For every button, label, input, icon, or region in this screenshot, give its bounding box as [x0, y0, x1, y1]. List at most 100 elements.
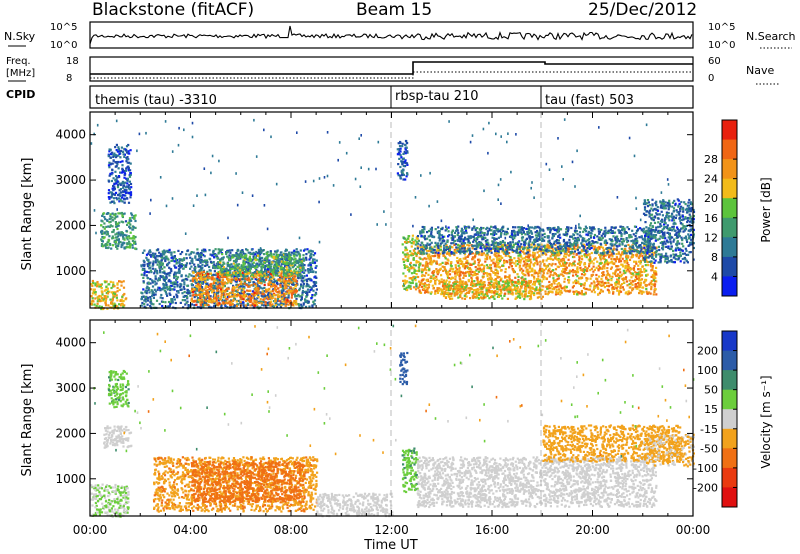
power-cell — [308, 290, 311, 293]
power-cell — [217, 262, 221, 265]
power-cell — [429, 257, 432, 260]
power-cell — [108, 166, 111, 169]
power-cell — [130, 212, 133, 215]
power-cell — [280, 289, 283, 292]
power-cell — [254, 299, 258, 302]
power-cell — [484, 260, 487, 263]
power-cell — [412, 263, 415, 267]
power-cell — [218, 279, 221, 282]
power-cell — [182, 264, 185, 267]
power-cell — [204, 299, 207, 302]
power-cell — [626, 256, 630, 259]
power-cell — [292, 277, 295, 281]
power-cell — [230, 267, 233, 270]
power-cell — [129, 227, 132, 230]
power-cell — [129, 223, 132, 226]
power-cell — [179, 265, 182, 268]
power-cell — [128, 244, 132, 248]
power-cell — [282, 271, 286, 275]
power-cell — [402, 260, 405, 263]
power-cell — [242, 274, 245, 277]
power-cell — [307, 268, 310, 271]
power-cell — [313, 258, 316, 261]
power-cell — [215, 255, 219, 258]
power-cell — [257, 287, 260, 290]
power-cell — [201, 301, 204, 304]
power-cell — [91, 299, 94, 302]
power-cell — [432, 274, 435, 277]
power-cell — [246, 273, 249, 276]
power-cell — [486, 258, 489, 261]
power-cell — [554, 263, 557, 266]
power-cell — [290, 251, 293, 254]
power-cell — [206, 278, 209, 281]
power-cell — [606, 267, 609, 270]
power-cell — [107, 239, 111, 242]
power-cell — [111, 235, 114, 238]
power-cell — [122, 194, 125, 197]
power-cell — [113, 295, 116, 298]
power-cell — [105, 295, 108, 298]
power-cell — [242, 277, 245, 280]
power-cell — [123, 148, 127, 151]
power-cell — [186, 288, 189, 291]
beam-title: Beam 15 — [356, 0, 432, 20]
power-cell — [414, 288, 418, 291]
power-cell — [98, 294, 101, 298]
power-cell — [129, 169, 132, 172]
power-cell — [439, 263, 442, 266]
power-cell — [460, 262, 463, 265]
power-cell — [206, 274, 209, 277]
power-cell — [233, 269, 236, 272]
power-cell — [173, 285, 176, 288]
power-cell — [285, 248, 288, 251]
power-cell — [590, 282, 593, 285]
power-cell — [114, 153, 117, 157]
power-cell — [404, 159, 407, 162]
power-cell — [201, 263, 204, 266]
power-cell — [287, 292, 291, 295]
power-cell — [411, 239, 414, 242]
power-cell — [231, 273, 234, 276]
power-cell — [301, 289, 305, 292]
power-cell — [229, 295, 233, 298]
power-cell — [128, 225, 131, 228]
power-cell — [123, 198, 126, 201]
power-cell — [115, 222, 118, 225]
power-cell — [118, 182, 121, 185]
power-cell — [110, 162, 113, 165]
power-cell — [226, 287, 229, 290]
power-cell — [312, 281, 316, 284]
power-cell — [117, 212, 120, 215]
power-cell — [282, 292, 285, 295]
power-cell — [313, 299, 317, 302]
power-cell — [529, 263, 532, 266]
power-data-cells — [90, 118, 696, 311]
power-cell — [526, 268, 529, 271]
power-cell — [94, 284, 97, 287]
power-cell — [103, 227, 106, 230]
power-cell — [246, 289, 249, 292]
power-cell — [203, 301, 206, 304]
power-cell — [152, 303, 155, 306]
power-cell — [561, 270, 564, 273]
power-cell — [168, 278, 171, 282]
power-cell — [173, 251, 176, 254]
cpid-label: CPID — [6, 88, 35, 101]
power-cell — [155, 282, 158, 285]
power-cell — [572, 252, 575, 255]
power-cell — [452, 267, 455, 270]
power-cell — [253, 283, 256, 286]
station-title: Blackstone (fitACF) — [92, 0, 254, 20]
power-cell — [151, 290, 154, 293]
power-cell — [237, 303, 240, 306]
power-cell — [456, 261, 459, 264]
power-cell — [458, 266, 461, 269]
power-cell — [120, 191, 123, 194]
power-cell — [164, 291, 167, 294]
power-cell — [302, 257, 305, 260]
power-cell — [200, 252, 203, 255]
power-cell — [262, 293, 265, 296]
power-cell — [220, 281, 223, 284]
power-cell — [543, 262, 546, 266]
